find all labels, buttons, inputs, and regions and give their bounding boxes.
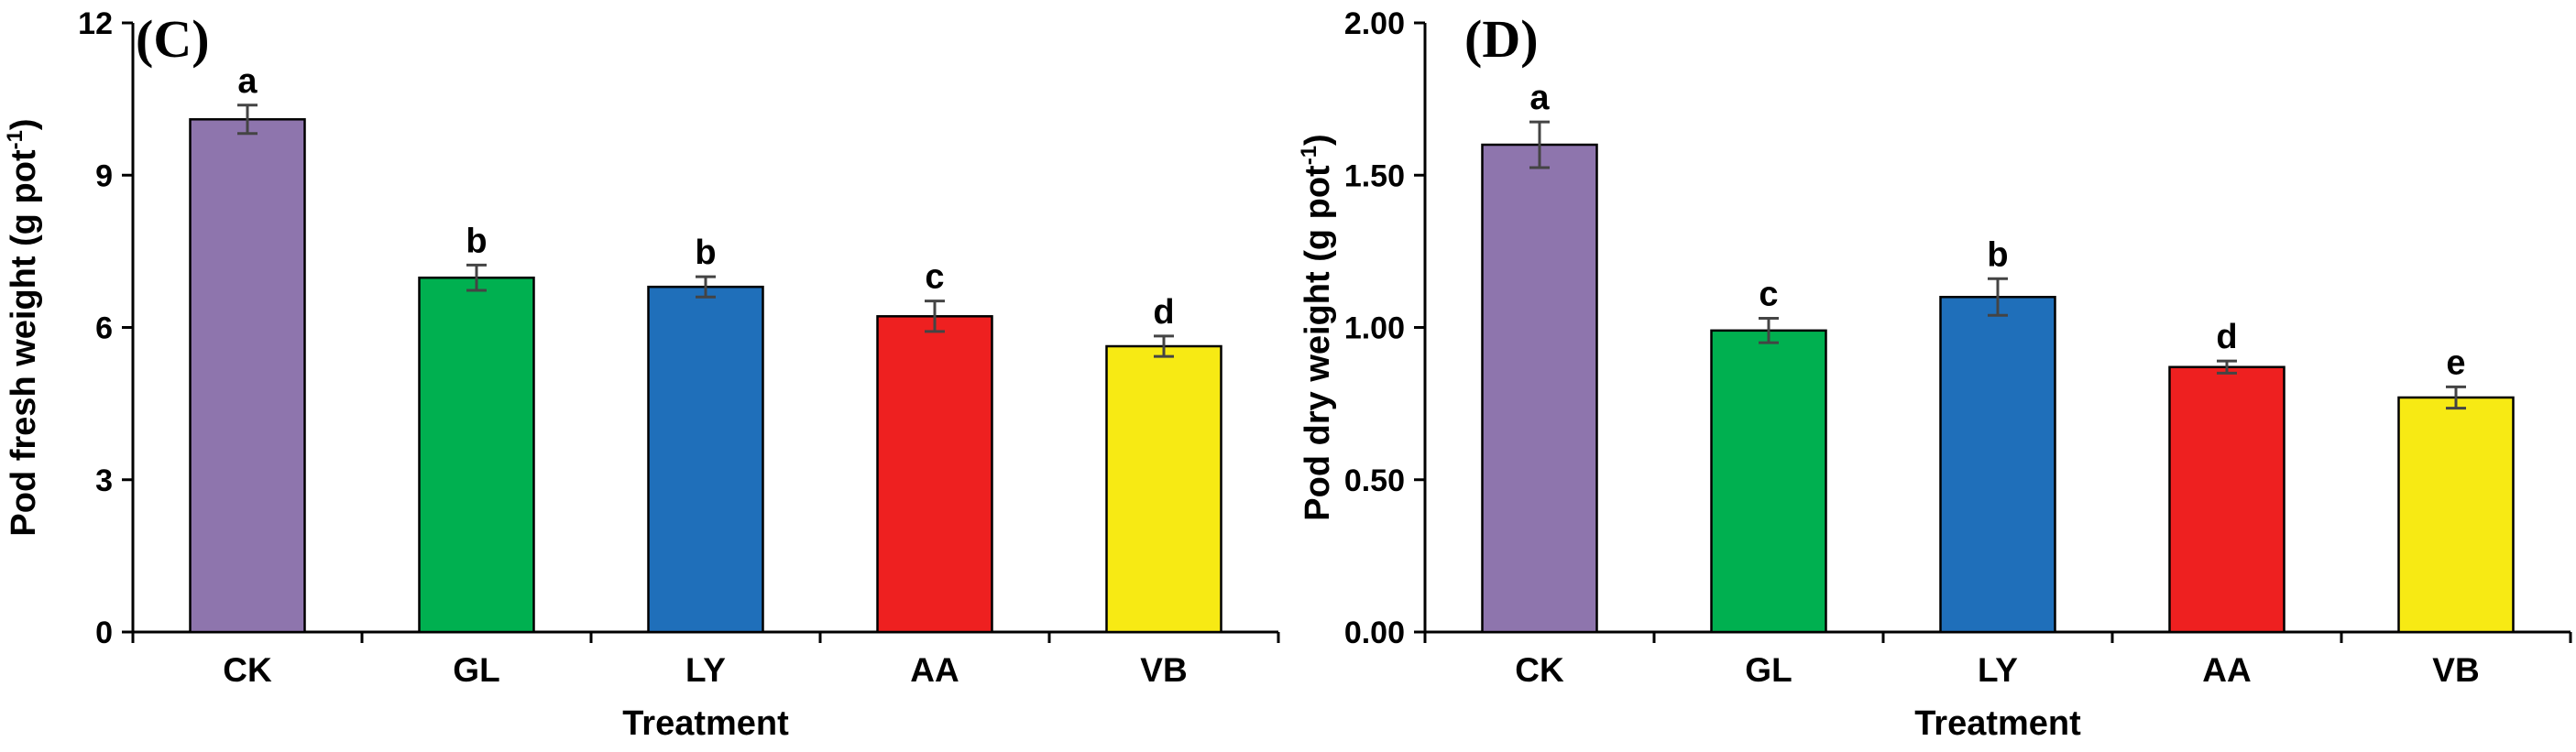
x-axis-title: Treatment	[622, 704, 789, 743]
bar-ck	[189, 118, 306, 634]
panel-label: (D)	[1464, 9, 1539, 69]
y-tick-label: 0.00	[1344, 616, 1405, 650]
y-axis-title-superscript: -1	[1297, 146, 1321, 165]
significance-letter: d	[1153, 293, 1174, 332]
panel-label: (C)	[136, 9, 210, 69]
significance-letter: e	[2446, 343, 2465, 382]
y-axis-title-close: )	[5, 118, 43, 130]
x-tick-label-vb: VB	[1140, 651, 1187, 689]
chart-panel-c: 0 3 6 9 12 a CK b GL b LY c AA d VB Treatment Pod fresh …	[3, 6, 1280, 743]
y-axis-title-main: Pod fresh weight (g pot	[5, 149, 43, 537]
y-tick-label: 1.00	[1344, 311, 1405, 346]
y-tick-label: 2.00	[1344, 6, 1405, 41]
x-tick-label-aa: AA	[2202, 651, 2251, 689]
y-axis-title-close: )	[1299, 134, 1337, 146]
x-axis-title: Treatment	[1914, 704, 2081, 743]
y-tick-label: 1.50	[1344, 158, 1405, 193]
y-axis-title: Pod dry weight (g pot-1)	[1297, 134, 1337, 520]
x-tick-label-ck: CK	[1515, 651, 1564, 689]
x-tick-label-aa: AA	[910, 651, 959, 689]
bar-vb	[1105, 344, 1222, 634]
x-tick-label-gl: GL	[1745, 651, 1792, 689]
y-tick-label: 0.50	[1344, 463, 1405, 498]
y-tick-label: 9	[95, 158, 113, 193]
x-tick-label-vb: VB	[2432, 651, 2479, 689]
y-axis-title-main: Pod dry weight (g pot	[1299, 165, 1337, 521]
bar-aa	[2168, 365, 2286, 634]
significance-letter: b	[466, 222, 487, 260]
significance-letter: a	[1529, 79, 1550, 117]
bar-ly	[1939, 296, 2056, 634]
bar-ck	[1481, 143, 1598, 634]
y-tick-label: 12	[78, 6, 113, 41]
bar-gl	[1710, 329, 1827, 634]
y-tick-label: 0	[95, 616, 113, 650]
x-tick-label-ly: LY	[1978, 651, 2018, 689]
significance-letter: d	[2216, 318, 2237, 356]
y-axis-title-superscript: -1	[3, 130, 27, 149]
y-axis-title: Pod fresh weight (g pot-1)	[3, 118, 43, 536]
x-tick-label-ly: LY	[685, 651, 726, 689]
y-tick-label: 6	[95, 311, 113, 346]
x-tick-label-gl: GL	[453, 651, 499, 689]
bar-gl	[418, 276, 535, 634]
significance-letter: b	[695, 234, 716, 272]
significance-letter: c	[925, 258, 944, 297]
significance-letter: b	[1987, 235, 2008, 274]
significance-letter: a	[237, 62, 258, 101]
bar-ly	[647, 285, 764, 634]
y-tick-label: 3	[95, 463, 113, 498]
significance-letter: c	[1759, 276, 1778, 314]
bar-aa	[876, 315, 993, 634]
chart-panel-d: 0.00 0.50 1.00 1.50 2.00 a CK c GL b LY d AA e VB Treat…	[1297, 6, 2572, 743]
x-tick-label-ck: CK	[223, 651, 272, 689]
bar-vb	[2397, 396, 2515, 634]
